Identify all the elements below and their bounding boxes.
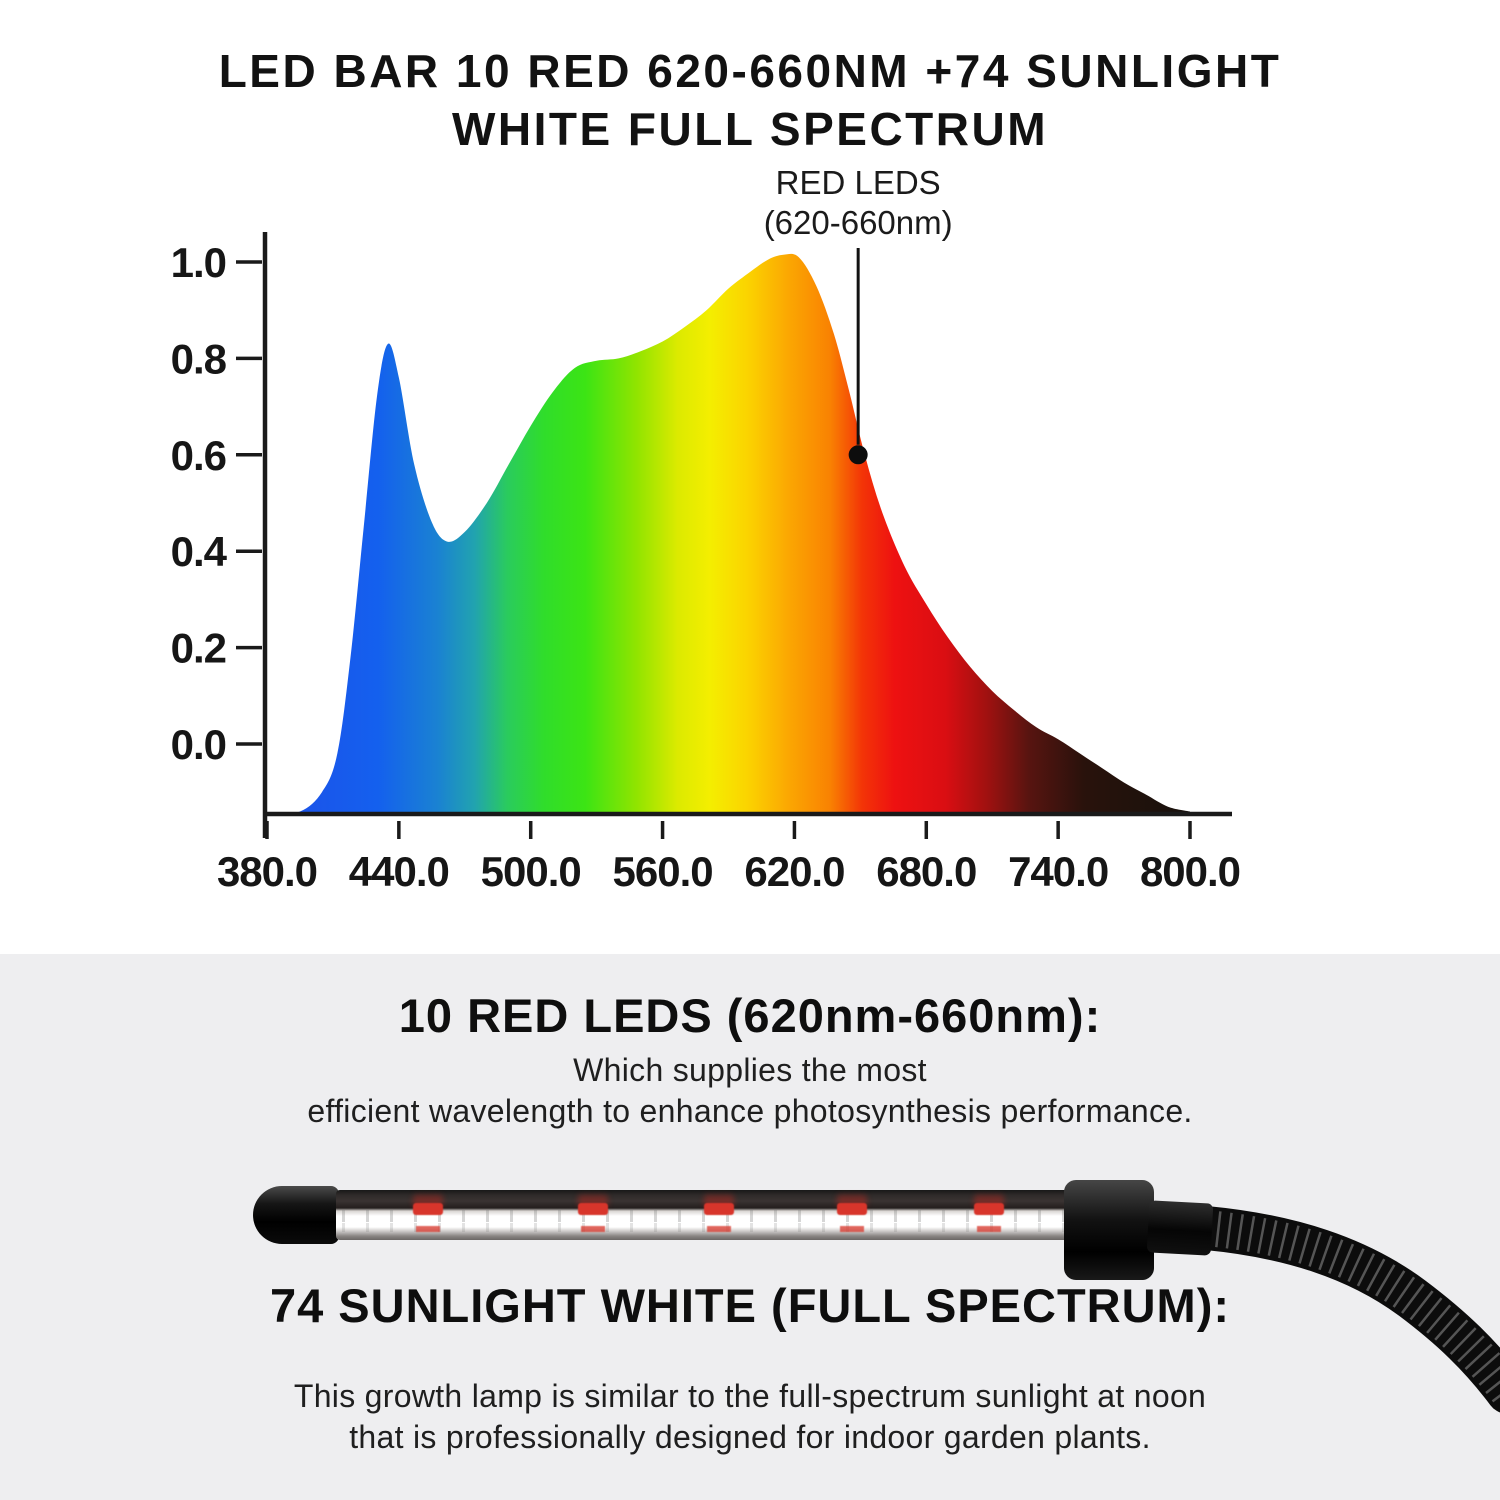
page-title-line2: WHITE FULL SPECTRUM xyxy=(451,103,1049,155)
white-led-row-bottom xyxy=(342,1223,1064,1232)
red-led-cluster xyxy=(578,1203,608,1215)
led-bar-connector xyxy=(1146,1200,1214,1256)
x-tick-label: 380.0 xyxy=(217,848,317,895)
x-tick-label: 560.0 xyxy=(613,848,713,895)
red-led-cluster xyxy=(704,1203,734,1215)
x-tick-label: 740.0 xyxy=(1008,848,1108,895)
red-leds-paragraph: Which supplies the most efficient wavele… xyxy=(0,1050,1500,1132)
spectrum-area xyxy=(267,253,1190,816)
red-led-cluster xyxy=(413,1203,443,1215)
page-title: LED BAR 10 RED 620-660NM +74 SUNLIGHT WH… xyxy=(0,42,1500,158)
y-tick-label: 0.6 xyxy=(171,432,226,479)
red-led-cluster xyxy=(974,1203,1004,1215)
page-title-line1: LED BAR 10 RED 620-660NM +74 SUNLIGHT xyxy=(218,45,1282,97)
y-tick-label: 0.0 xyxy=(171,721,226,768)
sunlight-white-heading: 74 SUNLIGHT WHITE (FULL SPECTRUM): xyxy=(269,1279,1231,1332)
annotation-label-line1: RED LEDS xyxy=(776,164,941,201)
red-leds-paragraph-line1: Which supplies the most xyxy=(573,1052,927,1088)
white-led-row-top xyxy=(342,1210,1064,1222)
red-leds-heading: 10 RED LEDS (620nm-660nm): xyxy=(398,989,1102,1042)
axes xyxy=(262,232,1232,838)
spectrum-chart: 0.0 0.2 0.4 0.6 0.8 1.0 380.0 440.0 500.0 560.0 62… xyxy=(171,164,1241,895)
annotation-point-marker xyxy=(848,445,868,465)
y-tick-label: 1.0 xyxy=(171,239,226,286)
annotation-label-line2: (620-660nm) xyxy=(764,204,953,241)
x-tick-label: 800.0 xyxy=(1140,848,1240,895)
led-bar-end-cap xyxy=(253,1186,339,1244)
led-bar-collar xyxy=(1064,1180,1154,1280)
x-tick-label: 680.0 xyxy=(876,848,976,895)
sunlight-white-paragraph-line2: that is professionally designed for indo… xyxy=(349,1419,1151,1455)
x-tick-label: 620.0 xyxy=(744,848,844,895)
red-led-cluster xyxy=(837,1203,867,1215)
sunlight-white-paragraph: This growth lamp is similar to the full-… xyxy=(0,1376,1500,1458)
y-tick-label: 0.4 xyxy=(171,528,228,575)
led-bar-tube xyxy=(336,1190,1070,1240)
y-tick-label: 0.2 xyxy=(171,625,226,672)
sunlight-white-paragraph-line1: This growth lamp is similar to the full-… xyxy=(293,1378,1207,1414)
x-tick-label: 500.0 xyxy=(481,848,581,895)
red-leds-paragraph-line2: efficient wavelength to enhance photosyn… xyxy=(307,1093,1193,1129)
x-tick-label: 440.0 xyxy=(349,848,449,895)
y-tick-label: 0.8 xyxy=(171,335,227,382)
